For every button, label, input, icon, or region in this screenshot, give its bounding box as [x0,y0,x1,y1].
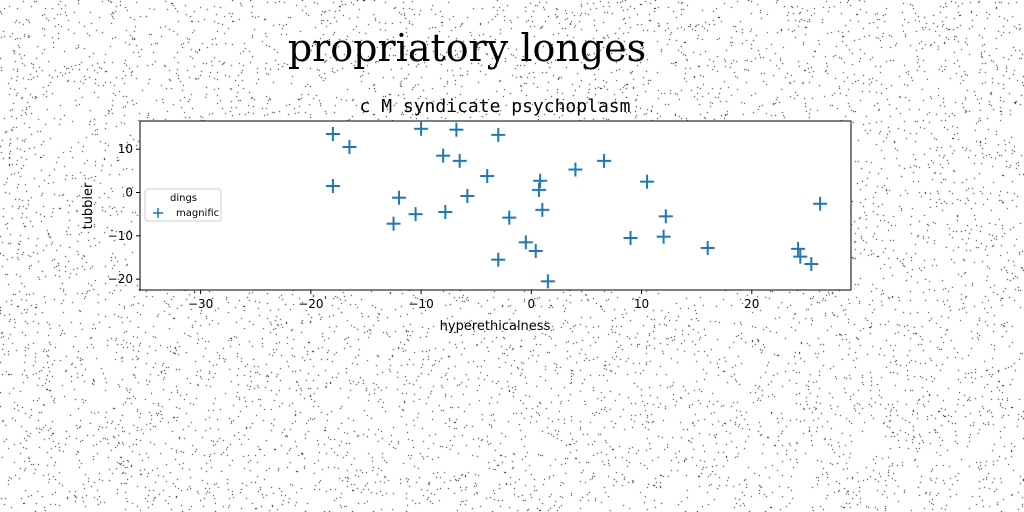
y-axis-label: tubbier [81,182,96,229]
data-point [436,148,451,163]
data-point [325,127,340,141]
data-point [623,231,638,245]
data-point [491,252,506,267]
data-point [804,257,819,271]
chart-title: c M syndicate psychoplasm [360,96,631,117]
legend-box [144,188,222,222]
data-point [528,244,543,258]
series-magnific-points [325,121,828,289]
data-point [813,196,828,211]
plot-area [139,120,852,291]
data-point [640,174,655,189]
data-point [597,153,612,168]
data-point [658,209,673,224]
x-tick-label: 10 [634,297,649,311]
x-axis-ticks: −30 −20 −10 0 10 20 [188,290,759,311]
x-tick-label: −20 [298,297,323,311]
data-point [438,205,453,219]
x-tick-label: 0 [528,297,536,311]
data-point [793,249,808,264]
x-tick-label: 20 [744,297,759,311]
data-point [408,207,423,222]
data-point [532,182,547,197]
legend-entry-dings: dings [170,193,197,204]
x-axis-label: hyperethicalness [440,319,551,334]
figure-suptitle: propriatory longes [287,26,647,70]
y-tick-label: 10 [118,142,133,156]
data-point [386,216,401,231]
legend-marker-magnific [153,208,163,218]
data-point [568,162,583,177]
data-point [700,240,715,255]
data-point [656,229,671,244]
data-point [460,188,475,203]
x-tick-label: −30 [188,297,213,311]
data-point [502,210,517,225]
data-point [480,169,495,184]
y-tick-label: −10 [108,229,133,243]
data-point [791,241,806,256]
data-point [392,190,407,205]
data-point [535,202,550,217]
data-point [540,274,555,289]
legend-entry-magnific: magnific [176,208,219,219]
data-point [452,153,467,168]
data-point [449,122,464,137]
data-point [533,173,548,188]
x-tick-label: −10 [408,297,433,311]
data-point [518,235,533,250]
y-tick-label: 0 [125,186,133,200]
legend: dings magnific [144,188,222,222]
data-point [491,127,506,142]
data-point [325,179,340,193]
y-axis-ticks: −20 −10 0 10 [108,142,140,286]
data-point [414,121,429,136]
data-point [342,140,357,154]
y-tick-label: −20 [108,272,133,286]
